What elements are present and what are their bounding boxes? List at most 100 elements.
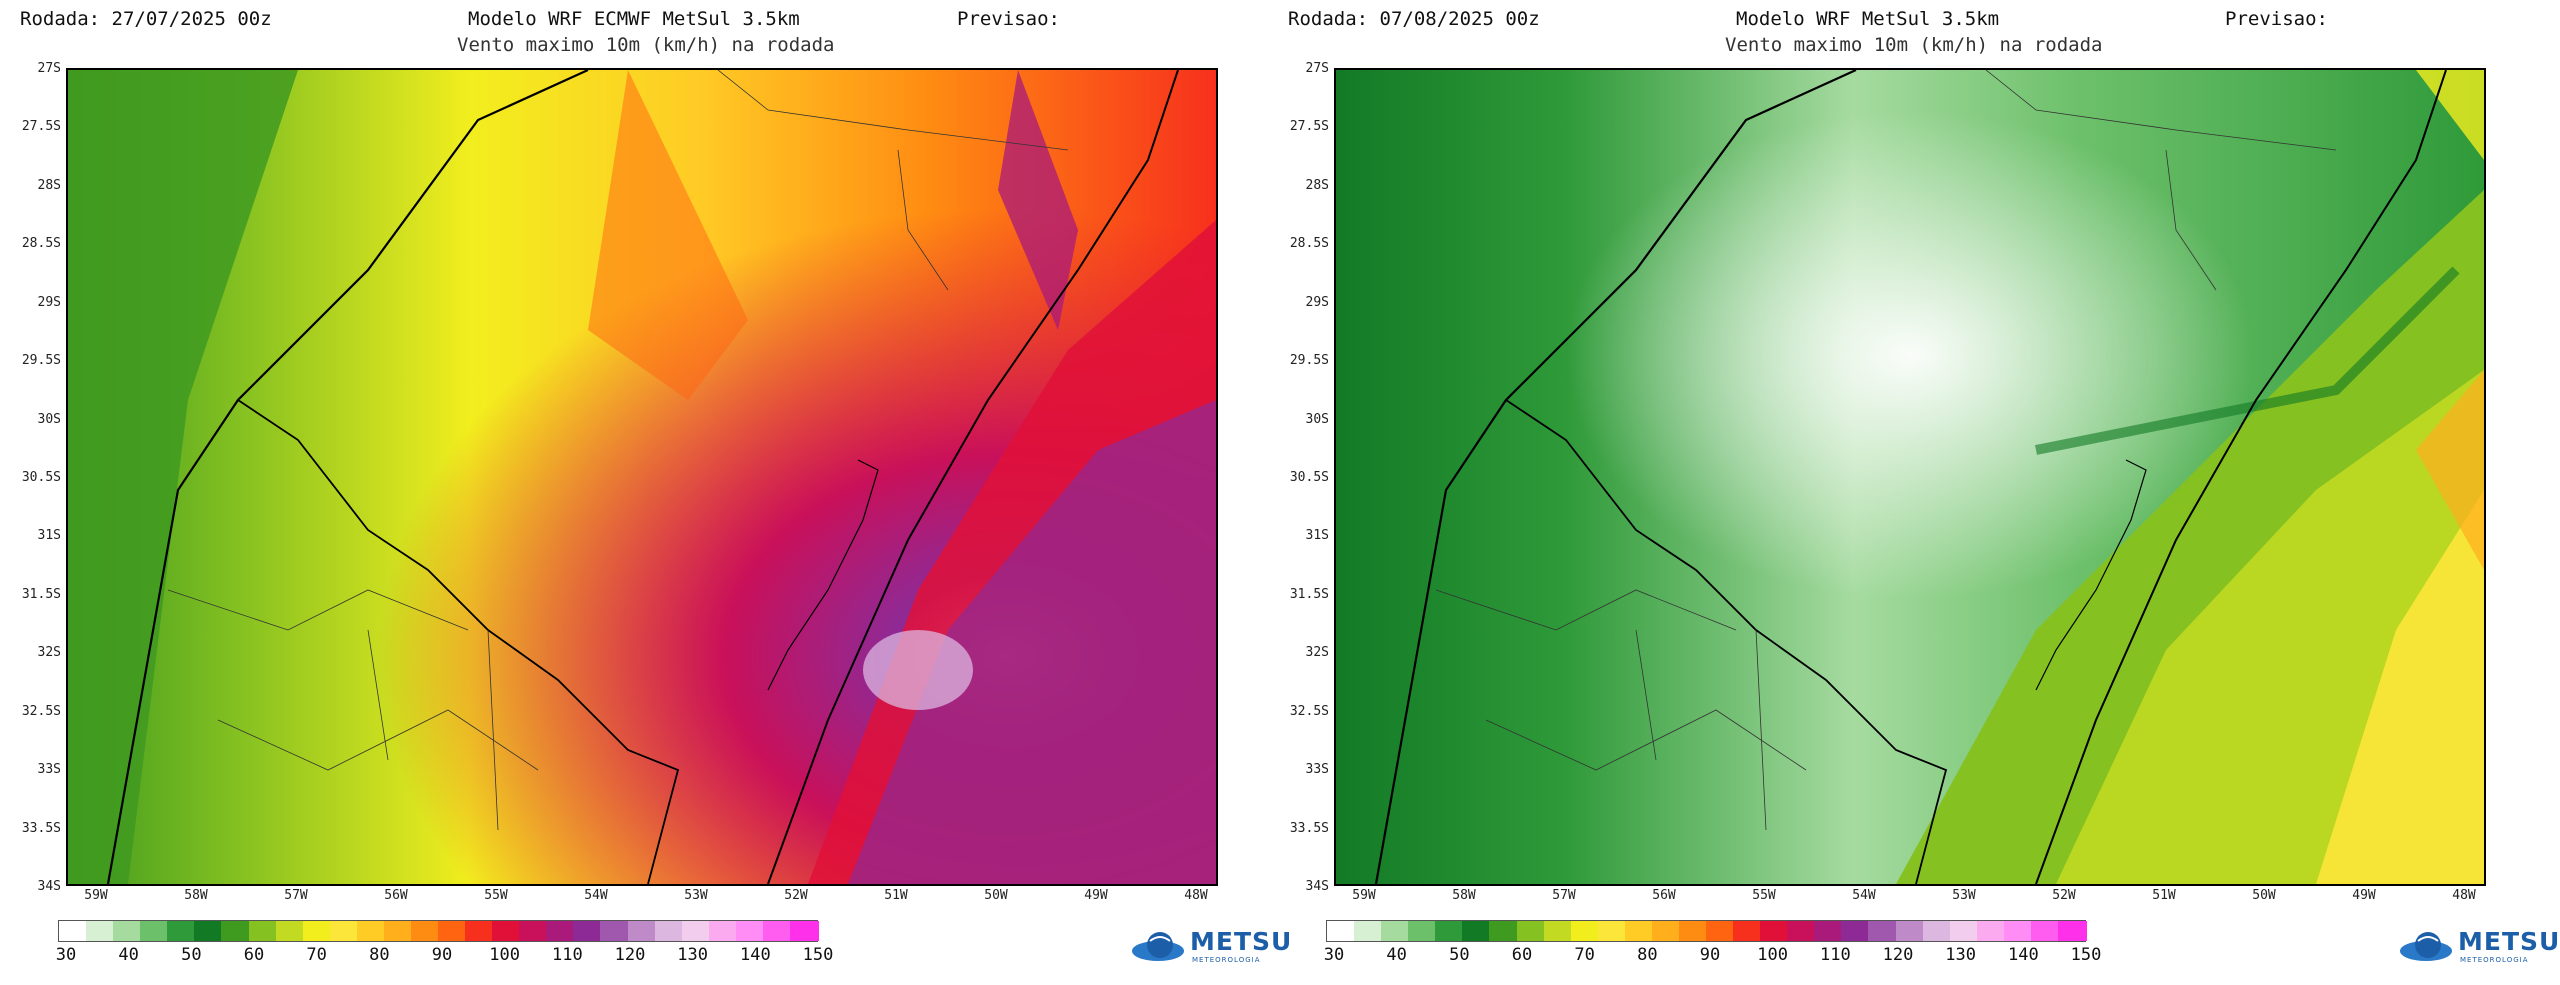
run-label: Rodada: 07/08/2025 00z	[1288, 8, 1540, 30]
colorbar-swatch	[1625, 921, 1654, 941]
longitude-tick-label: 58W	[1452, 888, 1475, 903]
longitude-tick-label: 53W	[684, 888, 707, 903]
latitude-tick-label: 29S	[6, 295, 61, 310]
latitude-tick-label: 34S	[1274, 879, 1329, 894]
longitude-tick-label: 55W	[484, 888, 507, 903]
colorbar-swatch	[1598, 921, 1627, 941]
latitude-tick-label: 33S	[6, 762, 61, 777]
longitude-tick-label: 48W	[2452, 888, 2475, 903]
map-panel-right: Rodada: 07/08/2025 00z Modelo WRF MetSul…	[1268, 0, 2536, 985]
map-panel-left: Rodada: 27/07/2025 00z Modelo WRF ECMWF …	[0, 0, 1268, 985]
colorbar-tick-label: 150	[803, 945, 834, 965]
colorbar-swatch	[330, 921, 359, 941]
colorbar-swatch	[1679, 921, 1708, 941]
colorbar-swatch	[1841, 921, 1870, 941]
map-subtitle: Vento maximo 10m (km/h) na rodada	[1725, 34, 2103, 56]
colorbar-tick-label: 40	[1386, 945, 1406, 965]
colorbar-tick-label: 130	[1945, 945, 1976, 965]
longitude-tick-label: 52W	[2052, 888, 2075, 903]
latitude-tick-label: 27.5S	[6, 119, 61, 134]
colorbar-swatch	[167, 921, 196, 941]
colorbar-swatch	[249, 921, 278, 941]
colorbar-tick-label: 120	[1883, 945, 1914, 965]
globe-icon	[1130, 925, 1186, 969]
longitude-tick-label: 52W	[784, 888, 807, 903]
map-subtitle: Vento maximo 10m (km/h) na rodada	[457, 34, 835, 56]
colorbar-swatch	[357, 921, 386, 941]
colorbar-swatch	[465, 921, 494, 941]
colorbar-swatch	[1462, 921, 1491, 941]
colorbar-swatch	[655, 921, 684, 941]
forecast-label: Previsao:	[2225, 8, 2328, 30]
latitude-tick-label: 31S	[1274, 528, 1329, 543]
colorbar-tick-label: 140	[2008, 945, 2039, 965]
colorbar-tick-label: 40	[118, 945, 138, 965]
colorbar-tick-label: 90	[1700, 945, 1720, 965]
logo-text: METSU	[2458, 927, 2560, 956]
colorbar-tick-label: 80	[369, 945, 389, 965]
forecast-label: Previsao:	[957, 8, 1060, 30]
colorbar-swatch	[763, 921, 792, 941]
colorbar-swatch	[1868, 921, 1897, 941]
wind-map	[1334, 68, 2486, 886]
colorbar-swatch	[1489, 921, 1518, 941]
colorbar-tick-label: 60	[1512, 945, 1532, 965]
longitude-tick-label: 58W	[184, 888, 207, 903]
colorbar-swatch	[492, 921, 521, 941]
colorbar-swatch	[1733, 921, 1762, 941]
colorbar-swatch	[59, 921, 88, 941]
colorbar-swatch	[221, 921, 250, 941]
longitude-tick-label: 50W	[984, 888, 1007, 903]
colorbar-swatch	[1354, 921, 1383, 941]
colorbar-swatch	[709, 921, 738, 941]
colorbar-swatch	[1977, 921, 2006, 941]
colorbar-swatch	[1652, 921, 1681, 941]
colorbar-swatch	[546, 921, 575, 941]
longitude-tick-label: 48W	[1184, 888, 1207, 903]
latitude-tick-label: 34S	[6, 879, 61, 894]
colorbar-swatch	[1381, 921, 1410, 941]
colorbar-swatch	[1544, 921, 1573, 941]
colorbar-swatch	[438, 921, 467, 941]
wind-field-svg	[1336, 70, 2484, 884]
longitude-tick-label: 51W	[884, 888, 907, 903]
colorbar-tick-label: 50	[181, 945, 201, 965]
colorbar-swatch	[2004, 921, 2033, 941]
colorbar-swatch	[1571, 921, 1600, 941]
colorbar-swatch	[1327, 921, 1356, 941]
latitude-tick-label: 28S	[6, 178, 61, 193]
latitude-tick-label: 32.5S	[1274, 704, 1329, 719]
colorbar-tick-label: 90	[432, 945, 452, 965]
latitude-tick-label: 33.5S	[6, 821, 61, 836]
colorbar-swatch	[600, 921, 629, 941]
latitude-tick-label: 31.5S	[6, 587, 61, 602]
colorbar-swatch	[1787, 921, 1816, 941]
colorbar-swatch	[1814, 921, 1843, 941]
colorbar-swatch	[2031, 921, 2060, 941]
colorbar-swatch	[1706, 921, 1735, 941]
latitude-tick-label: 27.5S	[1274, 119, 1329, 134]
latitude-tick-label: 32.5S	[6, 704, 61, 719]
colorbar-tick-label: 110	[552, 945, 583, 965]
run-label: Rodada: 27/07/2025 00z	[20, 8, 272, 30]
colorbar-swatch	[1896, 921, 1925, 941]
colorbar-swatch	[2058, 921, 2087, 941]
longitude-tick-label: 50W	[2252, 888, 2275, 903]
colorbar-swatch	[276, 921, 305, 941]
colorbar-swatch	[736, 921, 765, 941]
colorbar-swatch	[411, 921, 440, 941]
latitude-tick-label: 30S	[6, 412, 61, 427]
longitude-tick-label: 49W	[2352, 888, 2375, 903]
longitude-tick-label: 53W	[1952, 888, 1975, 903]
colorbar	[1326, 920, 2086, 942]
longitude-tick-label: 51W	[2152, 888, 2175, 903]
colorbar-tick-label: 70	[1574, 945, 1594, 965]
colorbar-swatch	[303, 921, 332, 941]
latitude-tick-label: 30.5S	[1274, 470, 1329, 485]
colorbar-swatch	[519, 921, 548, 941]
latitude-tick-label: 27S	[6, 61, 61, 76]
colorbar-swatch	[1923, 921, 1952, 941]
longitude-tick-label: 49W	[1084, 888, 1107, 903]
colorbar-swatch	[682, 921, 711, 941]
colorbar-tick-label: 30	[56, 945, 76, 965]
